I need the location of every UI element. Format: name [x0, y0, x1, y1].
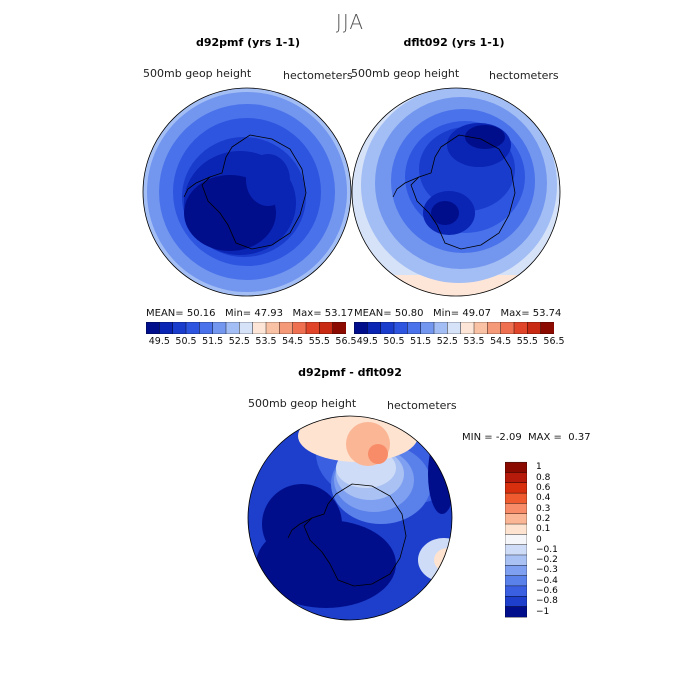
- panel-2-map: [351, 87, 561, 297]
- colorbar-swatch: [460, 322, 475, 334]
- colorbar-swatch: [172, 322, 187, 334]
- colorbar-label: 0.1: [536, 524, 551, 535]
- colorbar-swatch: [540, 322, 554, 334]
- colorbar-swatch: [159, 322, 174, 334]
- colorbar-label: 50.5: [383, 336, 405, 347]
- panel-1-colorbar: [146, 322, 346, 334]
- panel-1-stats: MEAN= 50.16 Min= 47.93 Max= 53.17: [146, 308, 354, 319]
- colorbar-swatch: [239, 322, 254, 334]
- colorbar-label: −0.6: [536, 586, 558, 597]
- colorbar-swatch: [265, 322, 280, 334]
- colorbar-label: 52.5: [436, 336, 458, 347]
- colorbar-label: −1: [536, 606, 550, 617]
- colorbar-swatch: [505, 575, 527, 587]
- panel-2-variable: 500mb geop height: [351, 67, 460, 80]
- colorbar-swatch: [505, 534, 527, 546]
- diff-colorbar: [505, 461, 527, 618]
- panel-2-colorbar: [354, 322, 554, 334]
- colorbar-label: 52.5: [228, 336, 250, 347]
- colorbar-swatch: [420, 322, 435, 334]
- panel-1-colorbar-labels: 49.5 50.5 51.5 52.5 53.5 54.5 55.5 56.5: [146, 336, 357, 348]
- figure-title: JJA: [335, 10, 365, 34]
- colorbar-swatch: [487, 322, 502, 334]
- colorbar-swatch: [305, 322, 320, 334]
- colorbar-label: −0.3: [536, 565, 558, 576]
- colorbar-swatch: [505, 523, 527, 535]
- colorbar-label: 56.5: [543, 336, 565, 347]
- diff-stats: MIN = -2.09 MAX = 0.37: [462, 432, 591, 443]
- diff-colorbar-labels: 1 0.8 0.6 0.4 0.3 0.2 0.1 0 −0.1 −0.2 −0.3 −0.4 −0.6…: [536, 457, 576, 622]
- colorbar-label: 0.6: [536, 482, 551, 493]
- colorbar-swatch: [505, 606, 527, 618]
- colorbar-swatch: [380, 322, 395, 334]
- colorbar-swatch: [505, 503, 527, 515]
- colorbar-swatch: [407, 322, 422, 334]
- colorbar-label: 49.5: [356, 336, 378, 347]
- colorbar-swatch: [505, 513, 527, 525]
- colorbar-swatch: [252, 322, 267, 334]
- panel-1-units: hectometers: [283, 69, 353, 82]
- colorbar-label: 54.5: [282, 336, 304, 347]
- colorbar-label: 56.5: [335, 336, 357, 347]
- colorbar-label: 49.5: [148, 336, 170, 347]
- colorbar-swatch: [505, 585, 527, 597]
- colorbar-swatch: [279, 322, 294, 334]
- colorbar-label: 55.5: [308, 336, 330, 347]
- colorbar-swatch: [505, 472, 527, 484]
- colorbar-swatch: [146, 322, 160, 334]
- colorbar-swatch: [292, 322, 307, 334]
- colorbar-swatch: [393, 322, 408, 334]
- colorbar-label: −0.4: [536, 575, 558, 586]
- colorbar-swatch: [225, 322, 240, 334]
- diff-units: hectometers: [387, 399, 457, 412]
- colorbar-swatch: [505, 565, 527, 577]
- panel-2-colorbar-labels: 49.5 50.5 51.5 52.5 53.5 54.5 55.5 56.5: [354, 336, 565, 348]
- colorbar-swatch: [199, 322, 214, 334]
- colorbar-swatch: [367, 322, 382, 334]
- colorbar-label: 51.5: [202, 336, 224, 347]
- colorbar-label: −0.2: [536, 555, 558, 566]
- panel-2-title: dflt092 (yrs 1-1): [403, 36, 505, 49]
- colorbar-label: 0.3: [536, 503, 551, 514]
- colorbar-label: 0.2: [536, 513, 551, 524]
- colorbar-label: 53.5: [255, 336, 277, 347]
- panel-2-stats: MEAN= 50.80 Min= 49.07 Max= 53.74: [354, 308, 562, 319]
- colorbar-label: 1: [536, 462, 542, 473]
- colorbar-swatch: [447, 322, 462, 334]
- colorbar-swatch: [527, 322, 542, 334]
- diff-title: d92pmf - dflt092: [298, 366, 402, 379]
- colorbar-label: 50.5: [175, 336, 197, 347]
- colorbar-label: 0.4: [536, 493, 551, 504]
- colorbar-label: 55.5: [516, 336, 538, 347]
- colorbar-swatch: [513, 322, 528, 334]
- colorbar-swatch: [505, 482, 527, 494]
- panel-2-units: hectometers: [489, 69, 559, 82]
- colorbar-swatch: [505, 544, 527, 556]
- colorbar-label: 51.5: [410, 336, 432, 347]
- diff-variable: 500mb geop height: [248, 397, 357, 410]
- colorbar-swatch: [473, 322, 488, 334]
- diff-map: [247, 415, 453, 621]
- colorbar-label: 0.8: [536, 472, 551, 483]
- colorbar-swatch: [212, 322, 227, 334]
- colorbar-label: −0.8: [536, 596, 558, 607]
- colorbar-label: 54.5: [490, 336, 512, 347]
- colorbar-swatch: [505, 461, 527, 473]
- panel-1-map: [142, 87, 352, 297]
- panel-1-title: d92pmf (yrs 1-1): [195, 36, 301, 49]
- colorbar-swatch: [433, 322, 448, 334]
- colorbar-swatch: [505, 596, 527, 608]
- colorbar-swatch: [332, 322, 346, 334]
- colorbar-swatch: [505, 492, 527, 504]
- colorbar-swatch: [505, 554, 527, 566]
- colorbar-label: 0: [536, 534, 542, 545]
- panel-1-variable: 500mb geop height: [143, 67, 252, 80]
- colorbar-swatch: [500, 322, 515, 334]
- colorbar-label: −0.1: [536, 544, 558, 555]
- colorbar-swatch: [319, 322, 334, 334]
- colorbar-swatch: [185, 322, 200, 334]
- colorbar-swatch: [354, 322, 368, 334]
- colorbar-label: 53.5: [463, 336, 485, 347]
